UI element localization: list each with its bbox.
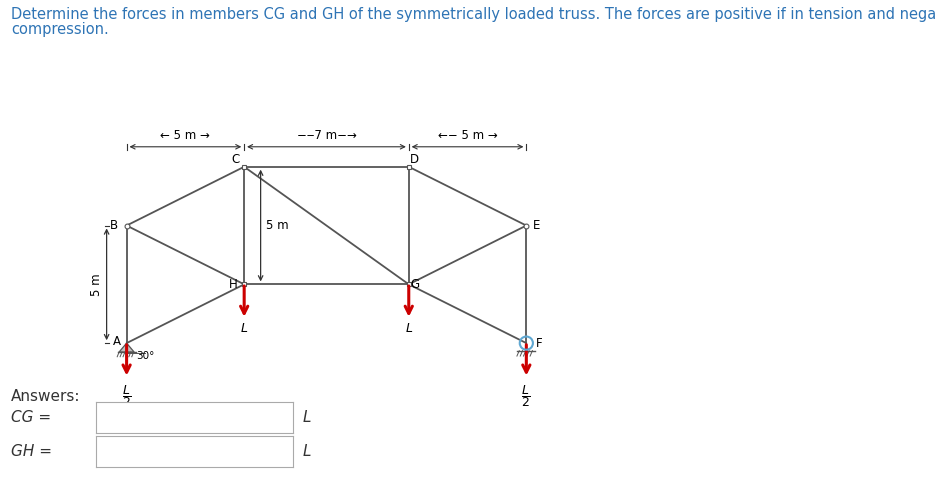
Text: 5 m: 5 m <box>266 219 288 232</box>
Text: 30°: 30° <box>137 351 154 361</box>
Text: $\dfrac{L}{2}$: $\dfrac{L}{2}$ <box>122 383 132 409</box>
Text: F: F <box>536 337 543 350</box>
Text: ←− 5 m →: ←− 5 m → <box>438 128 497 142</box>
Text: $L$: $L$ <box>404 322 413 335</box>
Text: $L$: $L$ <box>240 322 248 335</box>
Text: E: E <box>534 219 541 232</box>
Text: GH =: GH = <box>11 444 52 459</box>
Text: compression.: compression. <box>11 22 109 37</box>
Text: L: L <box>302 410 311 426</box>
Text: −‒7 m−→: −‒7 m−→ <box>297 128 357 142</box>
Text: ← 5 m →: ← 5 m → <box>160 128 211 142</box>
Text: i: i <box>80 444 86 459</box>
Text: Answers:: Answers: <box>11 389 80 404</box>
Polygon shape <box>119 343 134 352</box>
Text: B: B <box>110 219 118 232</box>
Text: D: D <box>410 153 419 166</box>
Text: 5 m: 5 m <box>90 273 103 296</box>
Text: $\dfrac{L}{2}$: $\dfrac{L}{2}$ <box>521 383 532 409</box>
Text: L: L <box>302 444 311 459</box>
Text: G: G <box>410 278 419 291</box>
Text: C: C <box>232 153 240 166</box>
Text: CG =: CG = <box>11 410 51 426</box>
Text: H: H <box>229 278 238 291</box>
Text: i: i <box>80 410 86 426</box>
Text: A: A <box>113 335 121 348</box>
Text: Determine the forces in members CG and GH of the symmetrically loaded truss. The: Determine the forces in members CG and G… <box>11 7 936 22</box>
